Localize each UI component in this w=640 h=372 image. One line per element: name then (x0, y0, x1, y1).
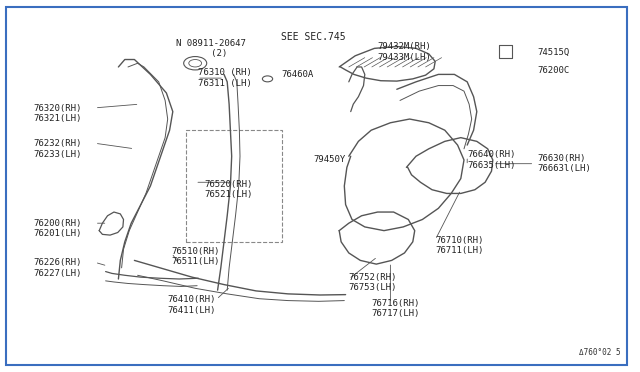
Text: 76630(RH)
76663l(LH): 76630(RH) 76663l(LH) (538, 154, 591, 173)
Text: 79432M(RH)
79433M(LH): 79432M(RH) 79433M(LH) (378, 42, 431, 62)
Text: 74515Q: 74515Q (538, 48, 570, 57)
Text: 76200C: 76200C (538, 66, 570, 75)
Text: 76226(RH)
76227(LH): 76226(RH) 76227(LH) (33, 258, 82, 278)
Text: SEE SEC.745: SEE SEC.745 (282, 32, 346, 42)
Text: 76716(RH)
76717(LH): 76716(RH) 76717(LH) (371, 299, 420, 318)
Text: 76310 (RH)
76311 (LH): 76310 (RH) 76311 (LH) (198, 68, 252, 88)
Text: 76232(RH)
76233(LH): 76232(RH) 76233(LH) (33, 139, 82, 158)
Bar (186, 130, 282, 242)
Text: 76200(RH)
76201(LH): 76200(RH) 76201(LH) (33, 219, 82, 238)
Text: N 08911-20647
   (2): N 08911-20647 (2) (176, 39, 246, 58)
Text: 76320(RH)
76321(LH): 76320(RH) 76321(LH) (33, 104, 82, 123)
Text: 76752(RH)
76753(LH): 76752(RH) 76753(LH) (349, 273, 397, 292)
Text: 76710(RH)
76711(LH): 76710(RH) 76711(LH) (435, 236, 484, 255)
Text: 76460A: 76460A (282, 70, 314, 79)
Text: 76520(RH)
76521(LH): 76520(RH) 76521(LH) (205, 180, 253, 199)
Text: 76510(RH)
76511(LH): 76510(RH) 76511(LH) (172, 247, 220, 266)
Text: Δ760°02 5: Δ760°02 5 (579, 348, 621, 357)
Text: 76410(RH)
76411(LH): 76410(RH) 76411(LH) (168, 295, 216, 315)
Text: 79450Y: 79450Y (314, 155, 346, 164)
Text: 76640(RH)
76635(LH): 76640(RH) 76635(LH) (467, 150, 516, 170)
